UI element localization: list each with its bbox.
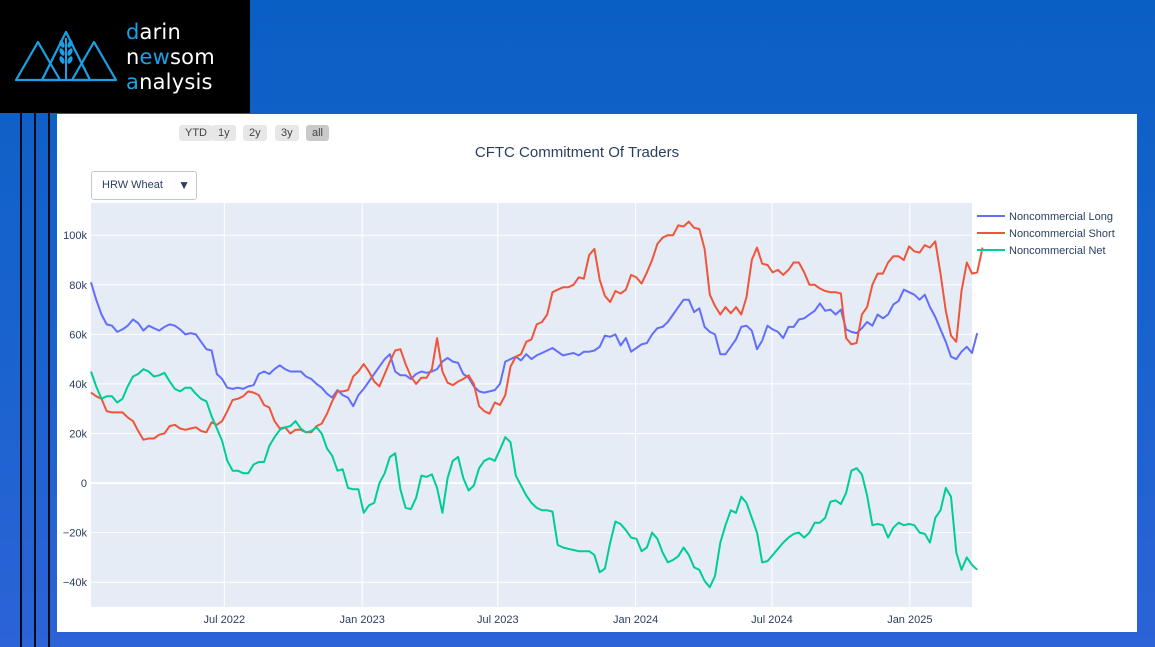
brand-line-1: darin: [126, 20, 215, 45]
brand-line-3-accent: a: [126, 70, 140, 94]
range-button-1y[interactable]: 1y: [212, 125, 236, 141]
y-tick-label: 40k: [69, 379, 87, 391]
y-tick-label: 0: [81, 478, 87, 490]
brand-line-3-rest: nalysis: [139, 70, 213, 94]
x-tick-label: Jan 2023: [340, 614, 385, 626]
y-tick-label: 80k: [69, 280, 87, 292]
decorative-line: [34, 113, 36, 647]
legend-label[interactable]: Noncommercial Short: [1009, 228, 1115, 240]
commodity-dropdown[interactable]: HRW Wheat ▼: [91, 171, 197, 200]
range-button-ytd[interactable]: YTD: [179, 125, 213, 141]
y-tick-label: 60k: [69, 329, 87, 341]
range-button-3y[interactable]: 3y: [275, 125, 299, 141]
chevron-down-icon: ▼: [178, 178, 190, 192]
brand-line-3: analysis: [126, 70, 215, 95]
legend[interactable]: Noncommercial Long Noncommercial Short Non…: [977, 211, 1115, 257]
decorative-line: [48, 113, 50, 647]
series-line-2: [90, 220, 984, 441]
x-tick-label: Jul 2024: [751, 614, 793, 626]
y-tick-label: 20k: [69, 429, 87, 441]
brand-line-2-accent: ew: [139, 45, 171, 69]
brand-line-1-rest: arin: [139, 20, 181, 44]
y-tick-label: −20k: [63, 528, 88, 540]
x-tick-label: Jan 2025: [887, 614, 932, 626]
range-button-all[interactable]: all: [306, 125, 330, 141]
chart-title: CFTC Commitment Of Traders: [474, 144, 680, 161]
chart-panel: YTD 1y 2y 3y all CFTC Commitment Of Trad…: [57, 114, 1137, 632]
range-button-2y[interactable]: 2y: [243, 125, 267, 141]
brand-line-1-accent: d: [126, 20, 140, 44]
decorative-line: [20, 113, 22, 647]
line-chart: 100k 80k 60k 40k 20k 0 −20k −40k Jul 2022 Jan 20…: [63, 203, 1115, 626]
series-line-1: [90, 282, 979, 408]
series-line-3: [90, 368, 978, 589]
commodity-dropdown-value: HRW Wheat: [102, 179, 163, 191]
x-tick-label: Jul 2022: [204, 614, 246, 626]
gridlines: [91, 203, 972, 607]
y-tick-label: −40k: [63, 577, 88, 589]
y-axis-ticks: 100k 80k 60k 40k 20k 0 −20k −40k: [63, 230, 88, 589]
brand-line-2: newsom: [126, 45, 215, 70]
y-tick-label: 100k: [63, 230, 87, 242]
x-tick-label: Jul 2023: [477, 614, 519, 626]
brand-name: darin newsom analysis: [126, 20, 215, 95]
wheat-mountain-logo-icon: [14, 30, 118, 82]
series-lines: [90, 220, 984, 589]
legend-label[interactable]: Noncommercial Net: [1009, 245, 1106, 257]
brand-line-2-rest: som: [170, 45, 215, 69]
x-tick-label: Jan 2024: [613, 614, 658, 626]
logo-banner: darin newsom analysis: [0, 0, 250, 113]
plot-area: [91, 203, 972, 607]
x-axis-ticks: Jul 2022 Jan 2023 Jul 2023 Jan 2024 Jul 2024…: [204, 614, 933, 626]
brand-line-2-pre: n: [126, 45, 140, 69]
legend-label[interactable]: Noncommercial Long: [1009, 211, 1113, 223]
